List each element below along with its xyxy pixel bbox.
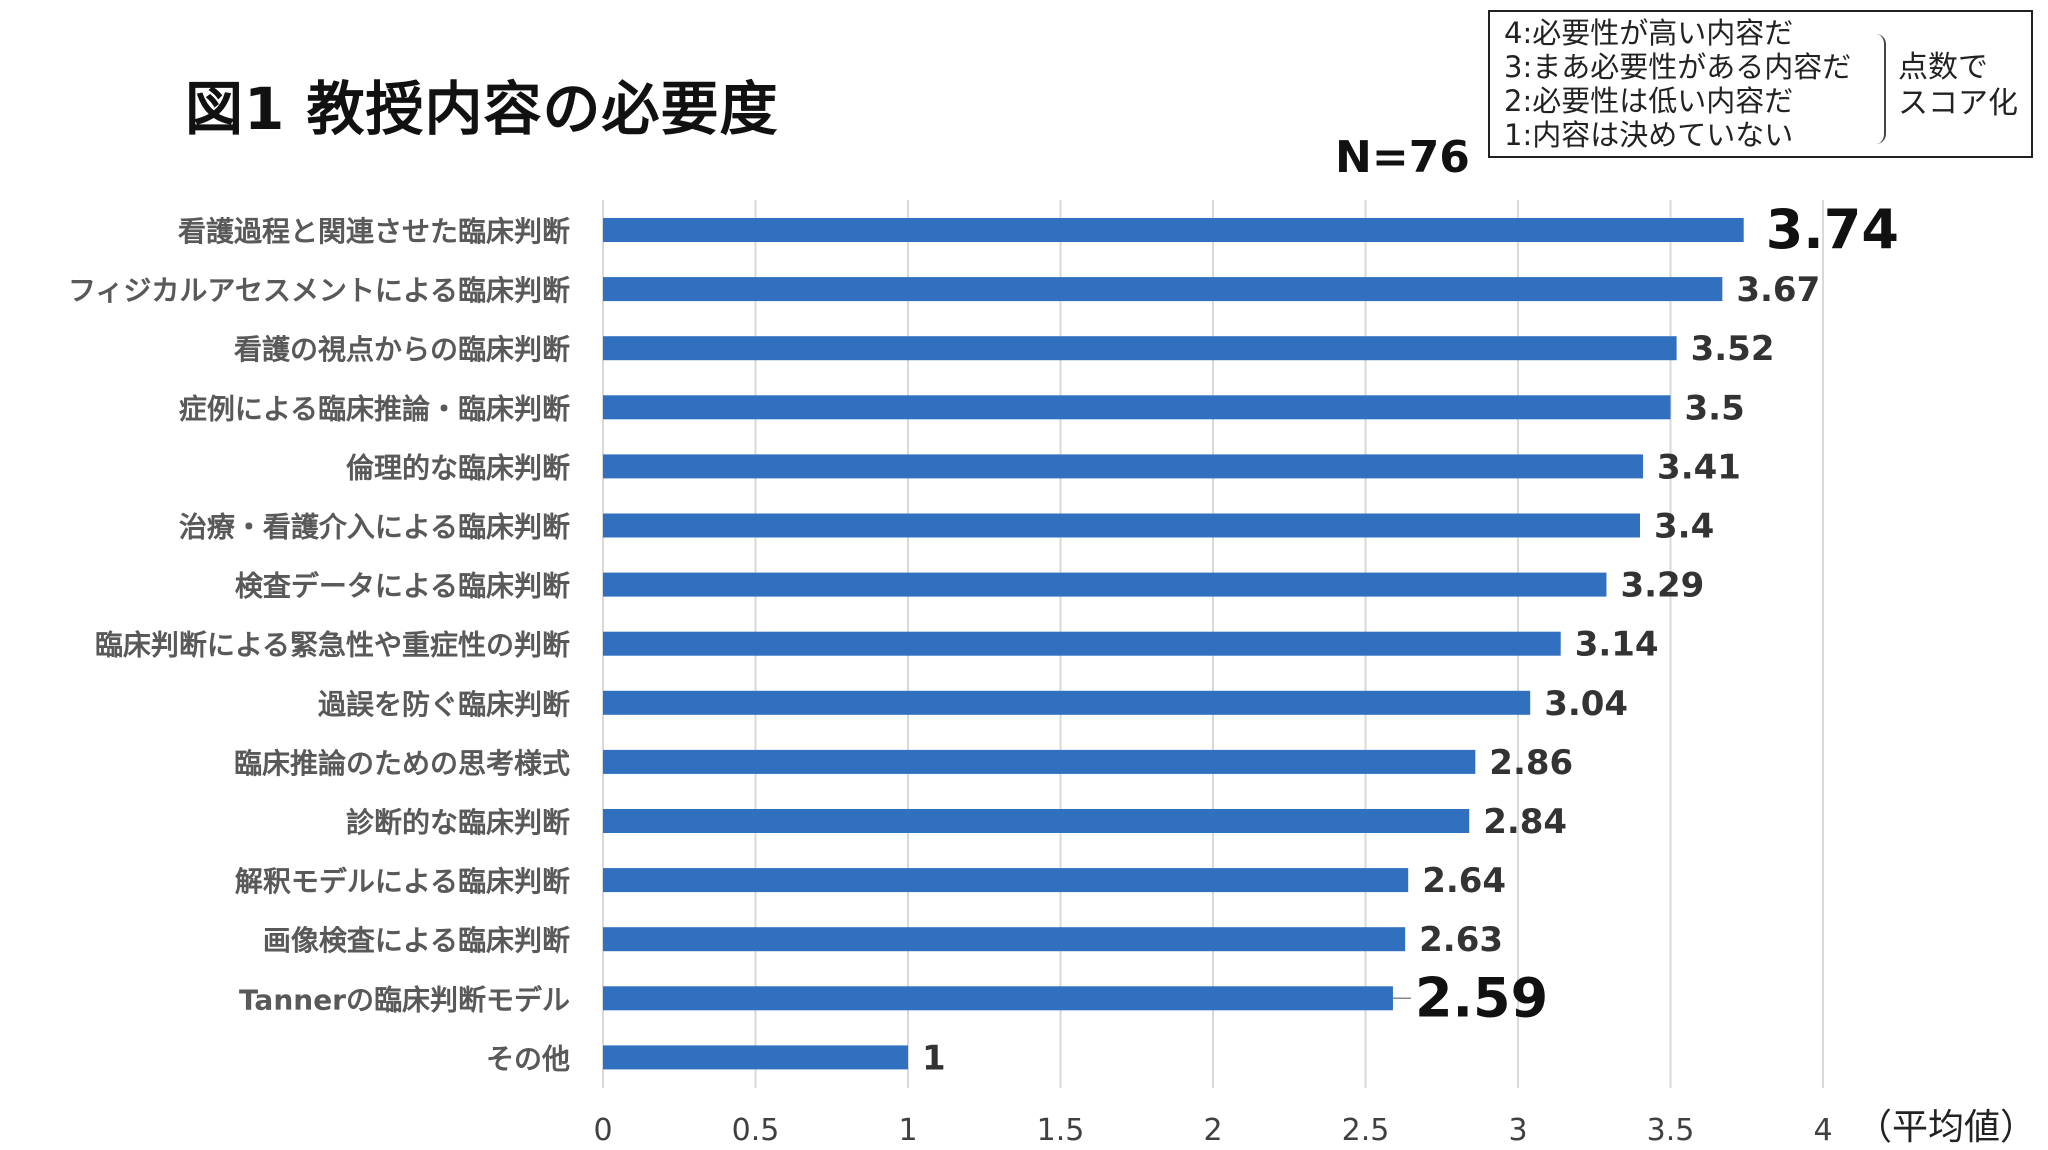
legend-note-line: 点数で (1898, 50, 1988, 85)
category-label: 診断的な臨床判断 (346, 806, 570, 839)
category-label: 倫理的な臨床判断 (346, 451, 570, 484)
category-label: 症例による臨床推論・臨床判断 (179, 392, 570, 425)
x-tick-label: 1.5 (1037, 1113, 1085, 1148)
category-label: 画像検査による臨床判断 (263, 924, 570, 957)
bar (603, 986, 1393, 1011)
x-tick-label: 0 (593, 1113, 612, 1148)
category-label: その他 (486, 1042, 570, 1075)
score-legend: 4:必要性が高い内容だ 3:まあ必要性がある内容だ 2:必要性は低い内容だ 1:… (1488, 10, 2033, 158)
value-label: 3.4 (1654, 507, 1714, 547)
bar (603, 927, 1406, 952)
category-label: フィジカルアセスメントによる臨床判断 (68, 274, 570, 307)
sample-size-label: N=76 (1335, 132, 1470, 183)
value-label: 2.86 (1489, 743, 1573, 783)
bar (603, 809, 1470, 833)
bar (603, 631, 1561, 656)
legend-brace (1874, 34, 1886, 144)
value-label: 2.59 (1415, 966, 1548, 1029)
x-tick-label: 4 (1813, 1113, 1832, 1148)
value-label: 3.29 (1620, 566, 1704, 606)
value-label: 3.04 (1544, 684, 1628, 724)
bar (603, 572, 1607, 597)
value-label: 1 (922, 1038, 946, 1078)
x-tick-label: 3 (1508, 1113, 1527, 1148)
value-label: 3.52 (1691, 329, 1775, 369)
legend-line: 1:内容は決めていない (1504, 118, 1794, 152)
value-label: 3.5 (1685, 388, 1745, 428)
legend-line: 3:まあ必要性がある内容だ (1504, 50, 1852, 84)
value-label: 3.14 (1575, 625, 1659, 665)
value-label: 2.64 (1422, 861, 1506, 901)
bar (603, 395, 1671, 420)
category-label: 臨床判断による緊急性や重症性の判断 (95, 629, 570, 662)
legend-line: 2:必要性は低い内容だ (1504, 84, 1794, 118)
bar (603, 749, 1476, 774)
category-label: 検査データによる臨床判断 (235, 570, 570, 603)
bar (603, 277, 1723, 302)
x-tick-label: 0.5 (732, 1113, 780, 1148)
bar (603, 336, 1677, 361)
bar (603, 690, 1531, 715)
bar (603, 1045, 908, 1070)
legend-note-line: スコア化 (1898, 86, 2018, 121)
legend-note: 点数で スコア化 (1898, 50, 2018, 122)
x-tick-label: 1 (898, 1113, 917, 1148)
legend-line: 4:必要性が高い内容だ (1504, 16, 1794, 50)
category-label: 過誤を防ぐ臨床判断 (318, 688, 570, 721)
x-axis-unit-label: （平均値） (1856, 1107, 2037, 1148)
bar (603, 454, 1644, 479)
value-label: 3.67 (1736, 270, 1820, 310)
value-label: 2.63 (1419, 920, 1503, 960)
category-label: 解釈モデルによる臨床判断 (235, 865, 570, 898)
category-label: 看護過程と関連させた臨床判断 (178, 215, 570, 248)
category-label: 看護の視点からの臨床判断 (234, 333, 570, 366)
value-label: 3.41 (1657, 447, 1741, 487)
value-label: 2.84 (1483, 802, 1567, 842)
category-label: 治療・看護介入による臨床判断 (179, 511, 570, 544)
category-label: 臨床推論のための思考様式 (234, 747, 570, 780)
bar (603, 513, 1640, 538)
x-tick-label: 2 (1203, 1113, 1222, 1148)
x-tick-label: 2.5 (1342, 1113, 1390, 1148)
bar (603, 868, 1409, 893)
bar (603, 218, 1744, 242)
x-tick-label: 3.5 (1647, 1113, 1695, 1148)
category-label: Tannerの臨床判断モデル (239, 983, 570, 1016)
value-label: 3.74 (1766, 198, 1899, 261)
chart-title: 図1 教授内容の必要度 (185, 75, 779, 143)
